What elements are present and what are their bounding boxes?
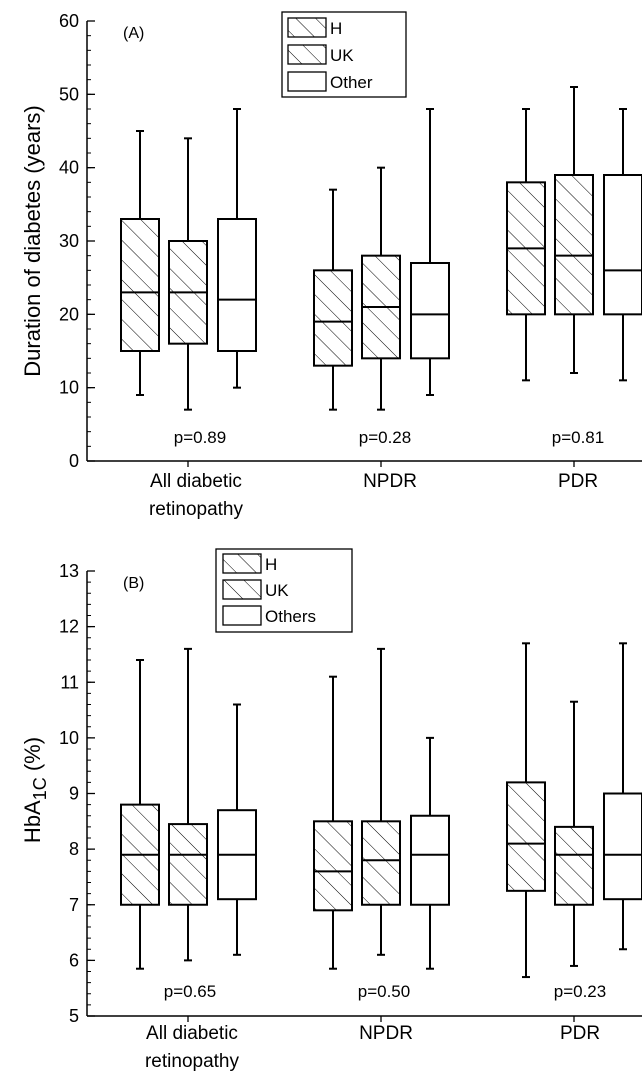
box-plot bbox=[313, 188, 353, 411]
box-plot bbox=[120, 130, 160, 396]
y-axis-title-unit: (%) bbox=[20, 737, 45, 777]
y-tick-label: 0 bbox=[69, 451, 79, 471]
p-value-label: p=0.65 bbox=[164, 982, 216, 1001]
box-plot bbox=[554, 86, 594, 374]
category-label: retinopathy bbox=[149, 499, 244, 520]
box-plot bbox=[506, 642, 546, 979]
p-value-label: p=0.50 bbox=[358, 982, 410, 1001]
legend-swatch-other bbox=[287, 71, 327, 92]
box bbox=[361, 820, 401, 906]
box-plot bbox=[168, 647, 208, 962]
y-axis-title: HbA1C (%) bbox=[20, 737, 50, 843]
category-label: NPDR bbox=[363, 471, 417, 492]
box-plot bbox=[410, 108, 450, 396]
box bbox=[313, 269, 353, 367]
y-tick-label: 9 bbox=[69, 784, 79, 804]
box-plot bbox=[313, 675, 353, 970]
box-plot bbox=[361, 166, 401, 411]
y-tick-label: 30 bbox=[59, 231, 79, 251]
legend-swatch-uk bbox=[222, 579, 262, 600]
panel-label: (A) bbox=[123, 25, 144, 42]
legend-frame bbox=[281, 11, 407, 98]
category-label: retinopathy bbox=[145, 1051, 240, 1072]
legend-swatch-h bbox=[222, 553, 262, 574]
y-tick-label: 50 bbox=[59, 84, 79, 104]
legend-swatch-h bbox=[287, 17, 327, 38]
y-axis-title-subscript: 1C bbox=[30, 777, 50, 800]
y-tick-label: 40 bbox=[59, 158, 79, 178]
box-plot bbox=[217, 703, 257, 956]
category-label: PDR bbox=[558, 471, 598, 492]
panel-label: (B) bbox=[123, 575, 144, 592]
y-tick-label: 8 bbox=[69, 839, 79, 859]
legend-swatch-uk bbox=[287, 44, 327, 65]
box-plot bbox=[603, 642, 642, 951]
panel-a: Duration of diabetes (years) (A) 0 10 20 30… bbox=[20, 11, 642, 520]
box-plot bbox=[217, 108, 257, 389]
box bbox=[410, 814, 450, 906]
p-value-label: p=0.89 bbox=[174, 428, 226, 447]
category-label: PDR bbox=[560, 1023, 600, 1044]
p-value-label: p=0.81 bbox=[552, 428, 604, 447]
box bbox=[217, 218, 257, 352]
legend-label-h: H bbox=[330, 19, 342, 38]
box bbox=[554, 174, 594, 316]
y-tick-label: 5 bbox=[69, 1006, 79, 1026]
y-tick-label: 60 bbox=[59, 11, 79, 31]
y-tick-label: 13 bbox=[59, 561, 79, 581]
box bbox=[603, 792, 642, 901]
y-tick-label: 6 bbox=[69, 950, 79, 970]
legend-label-uk: UK bbox=[330, 46, 354, 65]
box-plot bbox=[120, 659, 160, 970]
legend-frame bbox=[215, 548, 353, 633]
box-plot bbox=[554, 700, 594, 967]
y-tick-label: 10 bbox=[59, 728, 79, 748]
y-axis-title: Duration of diabetes (years) bbox=[20, 105, 45, 376]
box-plot bbox=[168, 137, 208, 411]
y-tick-label: 12 bbox=[59, 617, 79, 637]
box bbox=[506, 781, 546, 892]
y-tick-label: 11 bbox=[60, 672, 79, 692]
box bbox=[410, 262, 450, 360]
legend-label-h: H bbox=[265, 555, 277, 574]
category-label: All diabetic bbox=[146, 1023, 238, 1044]
box-plot bbox=[410, 736, 450, 970]
legend: H UK Others bbox=[215, 548, 353, 633]
box bbox=[313, 820, 353, 912]
p-value-label: p=0.23 bbox=[554, 982, 606, 1001]
p-value-label: p=0.28 bbox=[359, 428, 411, 447]
box-plot bbox=[361, 647, 401, 956]
box bbox=[603, 174, 642, 316]
y-tick-label: 10 bbox=[59, 378, 79, 398]
box-plot bbox=[603, 108, 642, 382]
box bbox=[120, 218, 160, 352]
legend-swatch-others bbox=[222, 605, 262, 626]
legend-label-other: Other bbox=[330, 73, 373, 92]
legend: H UK Other bbox=[281, 11, 407, 98]
category-label: All diabetic bbox=[150, 471, 242, 492]
y-tick-label: 7 bbox=[69, 895, 79, 915]
category-label: NPDR bbox=[359, 1023, 413, 1044]
legend-label-others: Others bbox=[265, 607, 316, 626]
y-tick-label: 20 bbox=[59, 304, 79, 324]
box-plot bbox=[506, 108, 546, 382]
box bbox=[554, 825, 594, 906]
legend-label-uk: UK bbox=[265, 581, 289, 600]
y-axis-title-main: HbA bbox=[20, 800, 45, 843]
box bbox=[168, 823, 208, 906]
